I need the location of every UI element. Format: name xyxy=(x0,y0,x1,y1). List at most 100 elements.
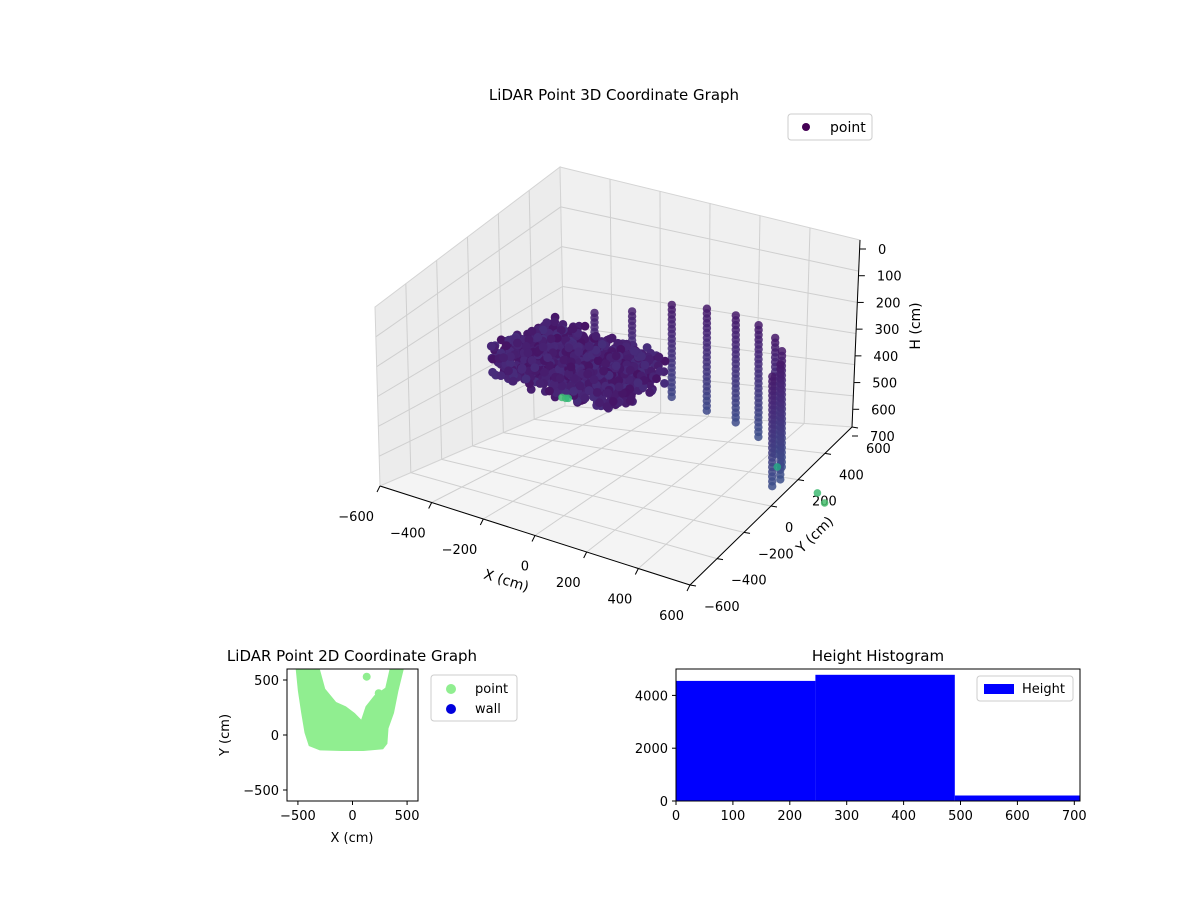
data-point-3d-outlier xyxy=(773,463,782,471)
y-tick-3d xyxy=(851,426,859,429)
data-point-3d xyxy=(593,356,603,366)
x-tick-label-2d: 0 xyxy=(348,809,356,824)
data-point-3d xyxy=(580,393,590,403)
x-tick-3d xyxy=(686,584,691,592)
plot-3d: LiDAR Point 3D Coordinate Graph −600 −400… xyxy=(338,86,924,624)
y-tick-label-3d: 600 xyxy=(866,442,891,457)
data-point-3d xyxy=(580,321,590,331)
data-point-3d xyxy=(592,388,602,397)
x-tick-label-histogram: 600 xyxy=(1005,809,1030,824)
y-tick-label-histogram: 2000 xyxy=(635,742,668,757)
data-point-3d xyxy=(614,382,624,392)
data-point-3d xyxy=(524,335,534,345)
legend-histogram-box xyxy=(976,675,1074,702)
point-region-2d-gap xyxy=(319,669,390,720)
title-3d: LiDAR Point 3D Coordinate Graph xyxy=(489,86,739,104)
data-point-3d xyxy=(652,374,661,384)
data-point-3d xyxy=(754,432,763,442)
data-point-3d xyxy=(542,318,552,327)
data-point-3d xyxy=(496,335,506,345)
y-tick-label-2d: −500 xyxy=(243,784,279,799)
y-tick-label-3d: −200 xyxy=(758,547,794,562)
data-point-3d xyxy=(575,381,585,391)
data-point-3d xyxy=(637,352,646,361)
data-point-3d xyxy=(599,366,608,376)
data-point-3d xyxy=(611,351,621,361)
data-point-3d xyxy=(597,339,607,349)
data-point-3d xyxy=(555,373,565,383)
y-tick-3d xyxy=(797,479,805,482)
h-tick-label-3d: 600 xyxy=(871,403,896,418)
x-tick-label-3d: 400 xyxy=(608,593,633,608)
data-point-3d xyxy=(508,376,518,386)
data-point-3d xyxy=(603,388,613,398)
data-point-3d xyxy=(535,379,545,388)
data-point-3d xyxy=(557,381,567,391)
x-tick-label-3d: 600 xyxy=(659,609,684,624)
title-2d: LiDAR Point 2D Coordinate Graph xyxy=(227,647,477,665)
data-point-3d xyxy=(538,325,548,335)
x-tick-label-3d: 0 xyxy=(521,560,529,575)
h-tick-label-3d: 100 xyxy=(877,270,902,285)
y-axis-label-2d: Y (cm) xyxy=(218,714,233,757)
data-point-3d xyxy=(488,367,497,377)
data-point-3d xyxy=(550,317,560,327)
data-point-3d xyxy=(549,379,559,389)
h-tick-label-3d: 300 xyxy=(875,323,900,338)
x-tick-3d xyxy=(428,502,433,509)
y-tick-3d xyxy=(689,584,697,587)
histogram-bar xyxy=(954,795,1080,801)
x-tick-label-histogram: 500 xyxy=(948,809,973,824)
x-tick-label-histogram: 200 xyxy=(777,809,802,824)
x-tick-label-3d: 200 xyxy=(556,576,581,591)
points-3d xyxy=(486,300,829,507)
y-tick-3d xyxy=(743,531,751,534)
data-point-3d xyxy=(584,342,594,351)
data-point-3d xyxy=(614,376,624,385)
x-tick-label-3d: −600 xyxy=(338,510,374,525)
data-point-3d-outlier xyxy=(820,499,829,507)
data-point-3d xyxy=(655,367,665,376)
data-point-3d xyxy=(660,379,669,388)
data-point-3d xyxy=(568,324,578,334)
data-point-2d xyxy=(313,678,322,687)
data-point-3d xyxy=(533,332,543,342)
x-tick-label-histogram: 400 xyxy=(891,809,916,824)
data-point-3d xyxy=(527,326,537,336)
data-point-3d xyxy=(611,361,621,371)
x-tick-label-histogram: 300 xyxy=(834,809,859,824)
grid-3d xyxy=(375,179,859,569)
data-point-3d xyxy=(589,375,599,384)
data-point-2d xyxy=(362,672,371,681)
data-point-3d xyxy=(546,334,556,344)
data-point-3d-outlier xyxy=(813,489,822,497)
data-point-3d xyxy=(556,325,566,335)
legend-2d-point-marker xyxy=(446,684,456,694)
data-point-3d xyxy=(564,369,574,378)
data-point-3d xyxy=(513,338,522,348)
data-point-3d xyxy=(591,331,601,341)
x-tick-3d xyxy=(634,568,639,575)
data-point-3d xyxy=(545,386,554,396)
y-tick-3d xyxy=(716,558,724,561)
data-point-3d xyxy=(486,341,496,351)
data-point-3d xyxy=(530,363,540,372)
y-axis-label-3d: Y (cm) xyxy=(793,514,837,558)
data-point-3d xyxy=(667,392,676,402)
frame-histogram xyxy=(675,668,1081,802)
legend-3d-label: point xyxy=(830,120,866,136)
x-tick-label-histogram: 100 xyxy=(720,809,745,824)
y-tick-label-3d: −600 xyxy=(704,600,740,615)
data-point-3d xyxy=(640,360,650,370)
data-point-2d xyxy=(307,698,316,706)
title-histogram: Height Histogram xyxy=(812,647,944,665)
x-tick-3d xyxy=(376,485,381,493)
data-point-3d xyxy=(616,344,626,354)
legend-histogram: Height xyxy=(976,675,1074,702)
data-point-3d xyxy=(776,475,785,484)
data-point-3d xyxy=(583,369,593,379)
h-axis-label-3d: H (cm) xyxy=(908,302,924,349)
y-tick-label-histogram: 4000 xyxy=(635,689,668,704)
data-point-3d xyxy=(538,342,548,352)
